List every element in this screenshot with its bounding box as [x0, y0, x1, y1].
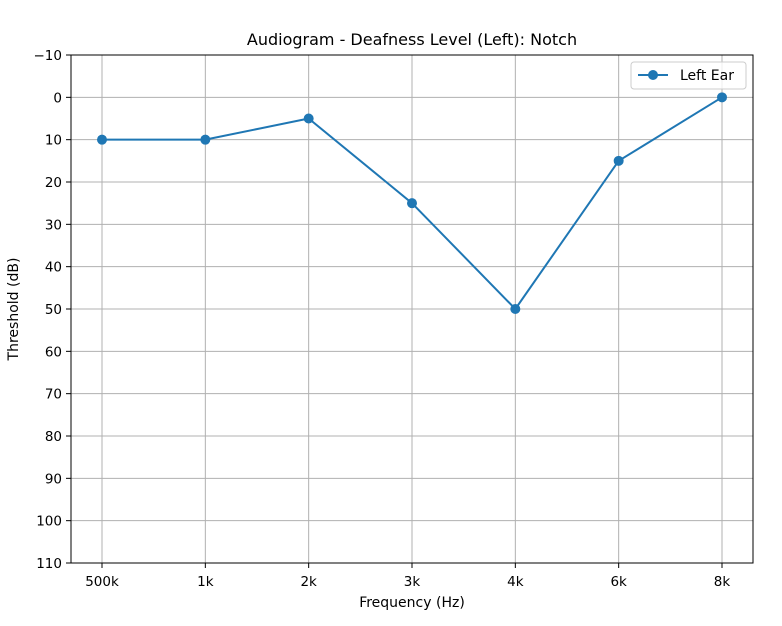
- data-point-2k: [303, 113, 314, 124]
- legend-box: [630, 61, 747, 90]
- y-tick-label: 70: [45, 387, 62, 403]
- y-tick-label: 50: [45, 302, 62, 318]
- data-point-3k: [407, 198, 417, 209]
- x-tick-label: 8k: [714, 574, 731, 590]
- data-point-4k: [510, 304, 521, 314]
- grid-lines: [71, 54, 753, 564]
- data-series: [97, 92, 727, 314]
- y-axis-label: Threshold (dB): [6, 258, 22, 362]
- y-tick-label: 0: [53, 90, 62, 106]
- y-tick-label: −10: [34, 48, 63, 64]
- x-tick-label: 3k: [404, 574, 421, 590]
- y-tick-label: 20: [45, 175, 62, 191]
- x-tick-label: 6k: [610, 574, 627, 590]
- y-tick-label: 10: [45, 133, 62, 149]
- chart-title: Audiogram - Deafness Level (Left): Notch: [247, 30, 577, 49]
- y-tick-label: 40: [45, 260, 62, 276]
- legend-marker-swatch: [648, 70, 658, 80]
- x-tick-label: 500k: [85, 574, 119, 590]
- y-tick-label: 90: [45, 471, 62, 487]
- data-point-6k: [613, 155, 624, 166]
- x-axis: 500k 1k 2k 3k 4k 6k 8k: [85, 563, 730, 590]
- x-tick-label: 2k: [300, 574, 317, 590]
- legend: Left Ear: [630, 61, 747, 90]
- y-tick-label: 80: [45, 429, 62, 445]
- data-point-500k: [97, 134, 107, 145]
- y-tick-label: 100: [36, 514, 62, 530]
- x-tick-label: 1k: [197, 574, 214, 590]
- y-tick-label: 110: [36, 556, 62, 572]
- data-point-8k: [717, 92, 727, 103]
- y-axis: −10 0 10 20 30 40 50 60 70 80 90 100 110: [34, 48, 71, 572]
- data-point-1k: [200, 134, 211, 145]
- y-tick-label: 60: [45, 344, 62, 360]
- y-tick-label: 30: [45, 217, 62, 233]
- legend-label: Left Ear: [680, 68, 734, 84]
- x-tick-label: 4k: [507, 574, 524, 590]
- x-axis-label: Frequency (Hz): [359, 595, 465, 611]
